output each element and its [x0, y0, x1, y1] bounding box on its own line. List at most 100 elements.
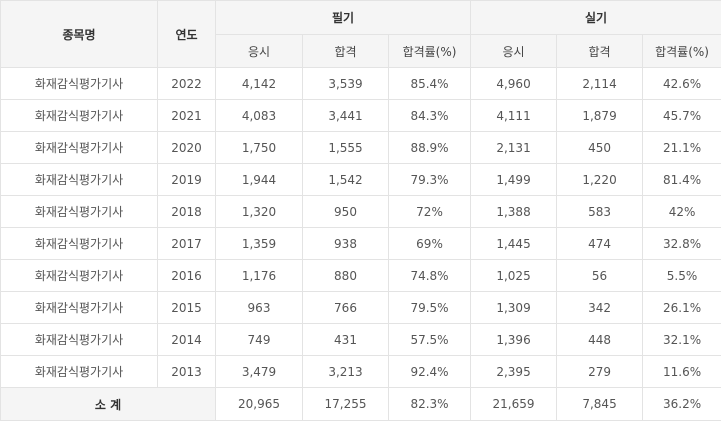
cell-written-pass-rate: 79.3%: [387, 163, 472, 196]
cell-practical-applicants: 1,396: [470, 323, 558, 356]
cell-practical-applicants: 2,131: [470, 131, 558, 164]
total-written-applicants: 20,965: [215, 387, 303, 421]
cell-practical-passed: 342: [556, 291, 644, 324]
cell-practical-passed: 56: [556, 259, 644, 292]
cell-written-pass-rate: 84.3%: [387, 99, 472, 132]
cell-practical-pass-rate: 81.4%: [642, 163, 721, 196]
cell-written-passed: 431: [302, 323, 389, 356]
cell-practical-pass-rate: 42%: [642, 195, 721, 228]
cell-practical-pass-rate: 42.6%: [642, 67, 721, 100]
cell-practical-applicants: 4,960: [470, 67, 558, 100]
cell-practical-applicants: 2,395: [470, 355, 558, 388]
cell-practical-passed: 1,220: [556, 163, 644, 196]
cell-written-pass-rate: 74.8%: [387, 259, 472, 292]
cell-practical-applicants: 1,025: [470, 259, 558, 292]
cell-practical-pass-rate: 21.1%: [642, 131, 721, 164]
cell-practical-applicants: 1,499: [470, 163, 558, 196]
table-row: 화재감식평가기사 2019 1,944 1,542 79.3% 1,499 1,220 81.…: [0, 163, 721, 196]
cell-practical-pass-rate: 11.6%: [642, 355, 721, 388]
cell-practical-pass-rate: 26.1%: [642, 291, 721, 324]
cell-written-passed: 950: [302, 195, 389, 228]
cell-written-applicants: 1,944: [215, 163, 303, 196]
table-row: 화재감식평가기사 2017 1,359 938 69% 1,445 474 32.8%: [0, 227, 721, 260]
cell-practical-applicants: 4,111: [470, 99, 558, 132]
cell-written-passed: 1,542: [302, 163, 389, 196]
cell-year: 2014: [157, 323, 216, 356]
total-row: 소 계 20,965 17,255 82.3% 21,659 7,845 36.…: [0, 387, 721, 421]
cell-written-applicants: 1,359: [215, 227, 303, 260]
cell-written-applicants: 963: [215, 291, 303, 324]
total-practical-pass-rate: 36.2%: [642, 387, 721, 421]
table-row: 화재감식평가기사 2020 1,750 1,555 88.9% 2,131 450 21.1%: [0, 131, 721, 164]
cell-written-pass-rate: 69%: [387, 227, 472, 260]
cell-written-pass-rate: 88.9%: [387, 131, 472, 164]
table-row: 화재감식평가기사 2022 4,142 3,539 85.4% 4,960 2,114 42.…: [0, 67, 721, 100]
cell-practical-applicants: 1,309: [470, 291, 558, 324]
cell-written-applicants: 1,750: [215, 131, 303, 164]
cell-subject: 화재감식평가기사: [0, 99, 158, 132]
cell-year: 2016: [157, 259, 216, 292]
header-practical-passed: 합격: [556, 34, 644, 68]
cell-written-passed: 766: [302, 291, 389, 324]
cell-written-applicants: 3,479: [215, 355, 303, 388]
cell-subject: 화재감식평가기사: [0, 323, 158, 356]
header-written-applicants: 응시: [215, 34, 303, 68]
cell-subject: 화재감식평가기사: [0, 195, 158, 228]
table-row: 화재감식평가기사 2014 749 431 57.5% 1,396 448 32.1%: [0, 323, 721, 356]
cell-year: 2018: [157, 195, 216, 228]
cell-written-passed: 3,213: [302, 355, 389, 388]
cell-practical-passed: 450: [556, 131, 644, 164]
total-written-pass-rate: 82.3%: [387, 387, 472, 421]
cell-written-pass-rate: 85.4%: [387, 67, 472, 100]
header-practical-group: 실기: [470, 0, 721, 35]
header-row-sub: 응시 합격 합격률(%) 응시 합격 합격률(%): [1, 34, 721, 68]
cell-written-applicants: 4,142: [215, 67, 303, 100]
cell-year: 2015: [157, 291, 216, 324]
header-subject: 종목명: [0, 0, 158, 68]
cell-written-pass-rate: 57.5%: [387, 323, 472, 356]
table-row: 화재감식평가기사 2018 1,320 950 72% 1,388 583 42%: [0, 195, 721, 228]
cell-subject: 화재감식평가기사: [0, 67, 158, 100]
header-written-passed: 합격: [302, 34, 389, 68]
cell-practical-passed: 474: [556, 227, 644, 260]
table-row: 화재감식평가기사 2021 4,083 3,441 84.3% 4,111 1,879 45.…: [0, 99, 721, 132]
table-row: 화재감식평가기사 2013 3,479 3,213 92.4% 2,395 279 11.6%: [0, 355, 721, 388]
cell-year: 2013: [157, 355, 216, 388]
cell-subject: 화재감식평가기사: [0, 291, 158, 324]
cell-written-passed: 880: [302, 259, 389, 292]
cell-subject: 화재감식평가기사: [0, 259, 158, 292]
cell-year: 2020: [157, 131, 216, 164]
cell-practical-applicants: 1,445: [470, 227, 558, 260]
cell-practical-passed: 448: [556, 323, 644, 356]
cell-year: 2017: [157, 227, 216, 260]
total-written-passed: 17,255: [302, 387, 389, 421]
total-label: 소 계: [0, 387, 216, 421]
cell-subject: 화재감식평가기사: [0, 131, 158, 164]
header-written-pass-rate: 합격률(%): [387, 34, 472, 68]
cell-written-passed: 1,555: [302, 131, 389, 164]
cell-written-applicants: 1,320: [215, 195, 303, 228]
header-written-group: 필기: [214, 0, 472, 35]
cell-subject: 화재감식평가기사: [0, 227, 158, 260]
cell-year: 2019: [157, 163, 216, 196]
cell-practical-pass-rate: 45.7%: [642, 99, 721, 132]
cell-practical-pass-rate: 32.8%: [642, 227, 721, 260]
cell-written-pass-rate: 92.4%: [387, 355, 472, 388]
cell-year: 2021: [157, 99, 216, 132]
cell-practical-passed: 583: [556, 195, 644, 228]
header-practical-pass-rate: 합격률(%): [642, 34, 721, 68]
header-year: 연도: [157, 0, 216, 68]
total-practical-passed: 7,845: [556, 387, 644, 421]
cell-written-applicants: 4,083: [215, 99, 303, 132]
cell-practical-applicants: 1,388: [470, 195, 558, 228]
cell-written-passed: 3,441: [302, 99, 389, 132]
cell-written-passed: 3,539: [302, 67, 389, 100]
cell-written-pass-rate: 72%: [387, 195, 472, 228]
cell-practical-passed: 2,114: [556, 67, 644, 100]
cell-practical-pass-rate: 32.1%: [642, 323, 721, 356]
cell-subject: 화재감식평가기사: [0, 355, 158, 388]
cell-written-passed: 938: [302, 227, 389, 260]
cell-subject: 화재감식평가기사: [0, 163, 158, 196]
cell-written-applicants: 1,176: [215, 259, 303, 292]
